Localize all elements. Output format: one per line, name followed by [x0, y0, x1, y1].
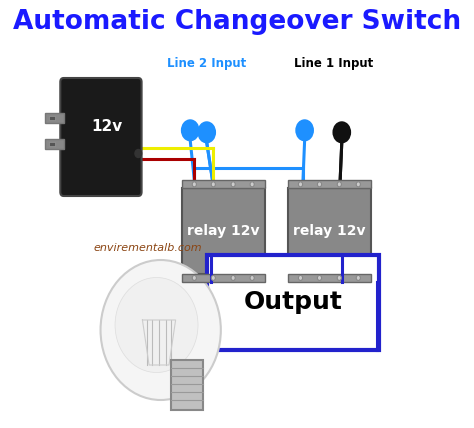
Text: Automatic Changeover Switch: Automatic Changeover Switch	[13, 9, 461, 35]
Bar	[182, 274, 264, 282]
Bar	[288, 180, 371, 188]
Text: Line 2 Input: Line 2 Input	[167, 56, 246, 69]
Circle shape	[356, 276, 360, 280]
Text: Output: Output	[244, 291, 342, 315]
Bar	[46, 139, 64, 149]
Bar	[207, 255, 379, 350]
Circle shape	[199, 122, 215, 143]
Circle shape	[231, 276, 235, 280]
Circle shape	[337, 276, 341, 280]
Circle shape	[182, 120, 199, 140]
Circle shape	[334, 122, 350, 143]
Bar	[182, 180, 264, 188]
Circle shape	[318, 276, 321, 280]
Bar	[46, 113, 64, 123]
Circle shape	[135, 149, 142, 158]
Circle shape	[337, 182, 341, 187]
Text: 12v: 12v	[91, 119, 123, 134]
Circle shape	[318, 182, 321, 187]
Circle shape	[299, 182, 302, 187]
Circle shape	[250, 182, 254, 187]
Ellipse shape	[115, 277, 198, 372]
Circle shape	[211, 276, 215, 280]
Circle shape	[192, 276, 196, 280]
FancyBboxPatch shape	[288, 188, 371, 274]
Circle shape	[250, 276, 254, 280]
Bar	[49, 116, 55, 120]
Text: relay 12v: relay 12v	[187, 224, 259, 238]
Circle shape	[299, 276, 302, 280]
Circle shape	[192, 182, 196, 187]
Text: envirementalb.com: envirementalb.com	[94, 243, 202, 253]
Circle shape	[296, 120, 313, 140]
Bar	[172, 360, 203, 410]
Ellipse shape	[100, 260, 221, 400]
Text: relay 12v: relay 12v	[293, 224, 365, 238]
Circle shape	[211, 182, 215, 187]
Text: Line 1 Input: Line 1 Input	[294, 56, 373, 69]
Bar	[49, 142, 55, 146]
Bar	[288, 274, 371, 282]
FancyBboxPatch shape	[60, 78, 142, 196]
Circle shape	[231, 182, 235, 187]
FancyBboxPatch shape	[182, 188, 264, 274]
Circle shape	[356, 182, 360, 187]
